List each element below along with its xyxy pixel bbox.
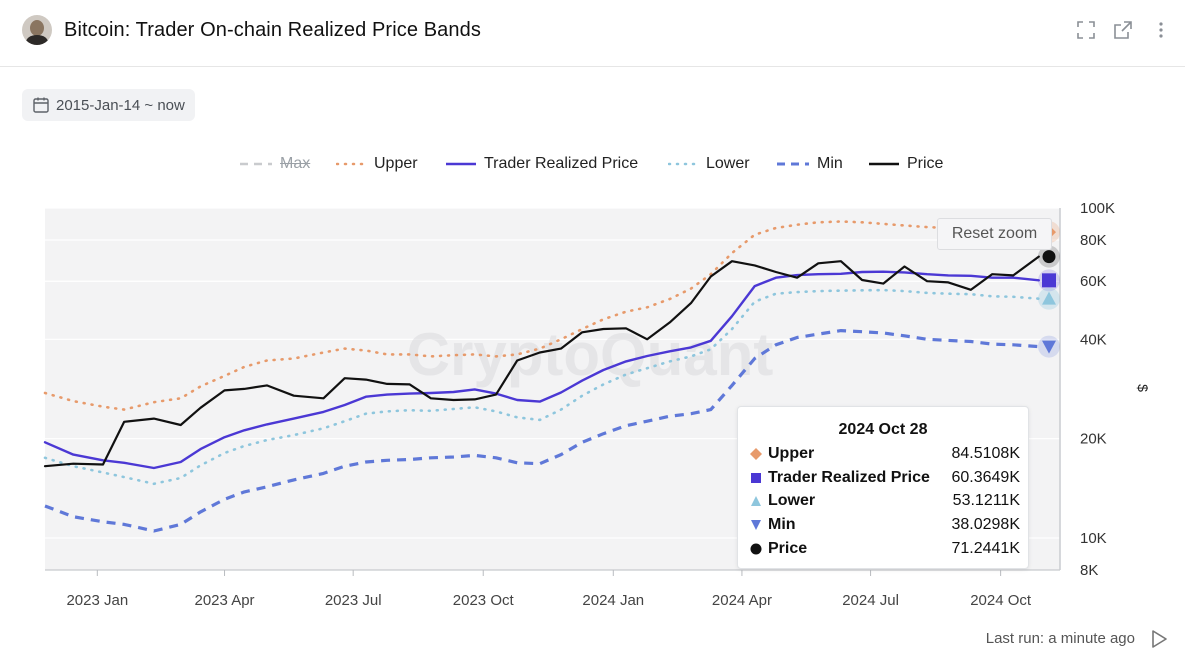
tooltip-series-value: 84.5108K bbox=[951, 445, 1020, 462]
tooltip-row-upper: Upper 84.5108K bbox=[750, 443, 1020, 465]
x-tick-label: 2023 Apr bbox=[195, 592, 255, 609]
y-tick-label: 100K bbox=[1080, 200, 1115, 217]
tooltip-series-name: Trader Realized Price bbox=[768, 469, 930, 486]
y-tick-label: 20K bbox=[1080, 431, 1107, 448]
tooltip-series-name: Lower bbox=[768, 492, 816, 509]
reset-zoom-button[interactable]: Reset zoom bbox=[937, 218, 1052, 250]
x-tick-label: 2023 Oct bbox=[453, 592, 515, 609]
tooltip-series-name: Min bbox=[768, 516, 796, 533]
play-icon[interactable] bbox=[1150, 629, 1168, 649]
legend-item-max[interactable]: Max bbox=[240, 152, 310, 176]
end-marker-price bbox=[1042, 250, 1056, 264]
expand-icon[interactable] bbox=[1075, 20, 1097, 42]
legend-label: Lower bbox=[706, 155, 750, 172]
end-marker-min bbox=[1042, 340, 1056, 354]
price-bands-chart[interactable]: CryptoQuant 2023 Jan 2023 Apr 2023 Jul 2023… bbox=[0, 200, 1185, 620]
tooltip-series-name: Upper bbox=[768, 445, 815, 462]
last-run-status: Last run: a minute ago bbox=[985, 630, 1135, 647]
external-link-icon[interactable] bbox=[1112, 20, 1134, 42]
x-tick-label: 2024 Jan bbox=[582, 592, 644, 609]
y-axis-label: $ bbox=[1135, 384, 1151, 392]
end-marker-trader-realized-price bbox=[1042, 273, 1056, 288]
date-range-picker[interactable]: 2015-Jan-14 ~ now bbox=[22, 89, 195, 121]
legend-item-lower[interactable]: Lower bbox=[668, 152, 750, 176]
tooltip-series-value: 38.0298K bbox=[951, 516, 1020, 533]
x-tick-label: 2024 Jul bbox=[842, 592, 899, 609]
x-axis: 2023 Jan 2023 Apr 2023 Jul 2023 Oct 2024 Jan… bbox=[66, 570, 1032, 609]
tooltip-series-name: Price bbox=[768, 540, 808, 557]
chart-series bbox=[43, 220, 1041, 533]
chart-legend: Max Upper Trader Realized Price Lower Mi… bbox=[0, 152, 1185, 176]
end-marker-lower bbox=[1042, 291, 1056, 305]
tooltip-row-trader-realized-price: Trader Realized Price 60.3649K bbox=[750, 467, 1020, 489]
tooltip-series-value: 60.3649K bbox=[951, 469, 1020, 486]
legend-label: Price bbox=[907, 155, 944, 172]
tooltip-row-min: Min 38.0298K bbox=[750, 514, 1020, 536]
y-tick-label: 10K bbox=[1080, 530, 1107, 547]
series-line-lower bbox=[43, 288, 1041, 486]
triangle-down-marker-icon bbox=[751, 520, 761, 530]
legend-item-upper[interactable]: Upper bbox=[336, 152, 418, 176]
page-title: Bitcoin: Trader On-chain Realized Price … bbox=[64, 19, 481, 41]
y-tick-label: 80K bbox=[1080, 232, 1107, 249]
x-tick-label: 2023 Jul bbox=[325, 592, 382, 609]
x-tick-label: 2023 Jan bbox=[66, 592, 128, 609]
tooltip-series-value: 71.2441K bbox=[951, 540, 1020, 557]
legend-label: Trader Realized Price bbox=[484, 155, 639, 172]
x-tick-label: 2024 Oct bbox=[970, 592, 1032, 609]
y-tick-label: 60K bbox=[1080, 273, 1107, 290]
x-tick-label: 2024 Apr bbox=[712, 592, 772, 609]
date-range-label: 2015-Jan-14 ~ now bbox=[56, 96, 185, 114]
diamond-marker-icon bbox=[750, 448, 762, 460]
more-vertical-icon[interactable] bbox=[1150, 20, 1172, 42]
triangle-up-marker-icon bbox=[751, 496, 761, 506]
series-line-price bbox=[43, 255, 1040, 468]
tooltip-series-value: 53.1211K bbox=[952, 492, 1020, 509]
chart-tooltip: 2024 Oct 28 Upper 84.5108K Trader Realiz… bbox=[737, 406, 1029, 569]
y-axis: 100K 80K 60K 40K 20K 10K 8K bbox=[1080, 200, 1115, 579]
panel-header: Bitcoin: Trader On-chain Realized Price … bbox=[0, 0, 1185, 67]
avatar bbox=[22, 15, 52, 45]
tooltip-row-lower: Lower 53.1211K bbox=[750, 490, 1020, 512]
square-marker-icon bbox=[751, 473, 761, 483]
tooltip-row-price: Price 71.2441K bbox=[750, 538, 1020, 560]
legend-label: Min bbox=[817, 155, 843, 172]
tooltip-date: 2024 Oct 28 bbox=[838, 421, 928, 438]
legend-item-trader-realized-price[interactable]: Trader Realized Price bbox=[446, 152, 638, 176]
legend-item-price[interactable]: Price bbox=[869, 152, 943, 176]
legend-item-min[interactable]: Min bbox=[777, 152, 843, 176]
y-tick-label: 8K bbox=[1080, 562, 1098, 579]
y-tick-label: 40K bbox=[1080, 331, 1107, 348]
legend-label: Upper bbox=[374, 155, 418, 172]
calendar-icon bbox=[33, 97, 49, 113]
series-line-trader-realized-price bbox=[43, 270, 1040, 470]
circle-marker-icon bbox=[750, 543, 762, 555]
legend-label: Max bbox=[280, 155, 311, 172]
series-line-min bbox=[44, 329, 1039, 533]
